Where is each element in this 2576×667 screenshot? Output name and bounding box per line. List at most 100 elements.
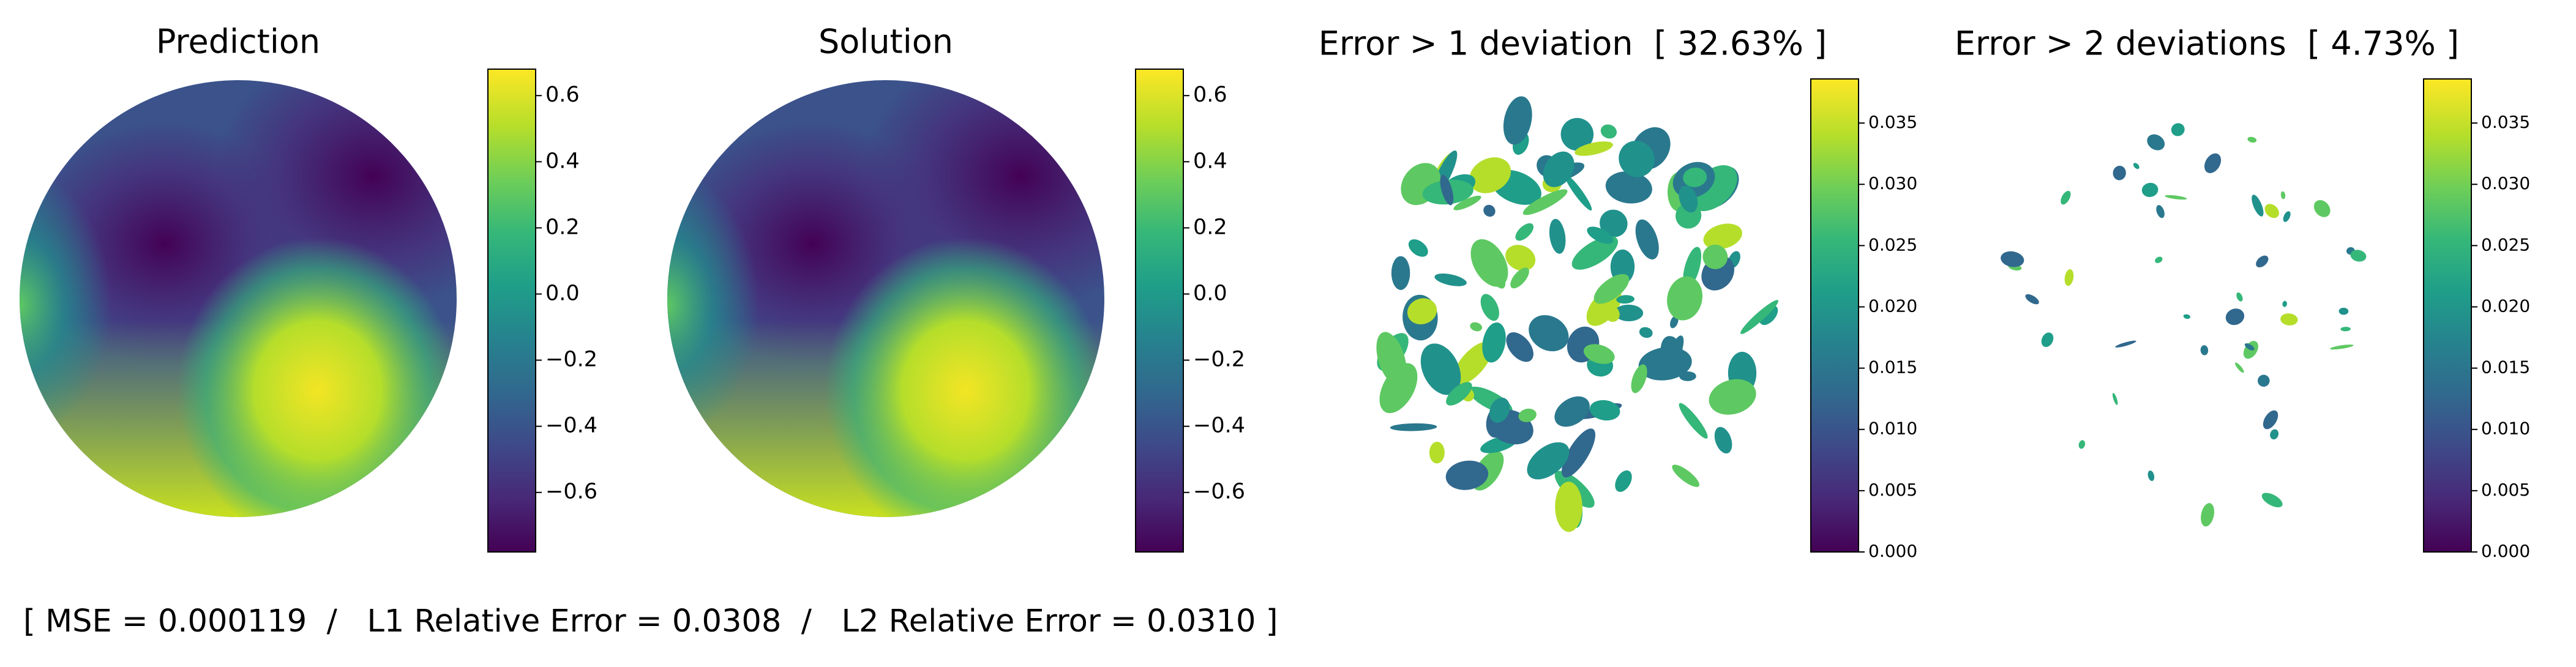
error-patch <box>1408 239 1428 257</box>
error-patch <box>1505 245 1536 271</box>
error-patch <box>1518 408 1537 422</box>
colorbar-tick-label: −0.4 <box>545 414 597 438</box>
colorbar-tick-label: 0.2 <box>545 215 580 239</box>
panel: Error > 2 deviations [ 4.73% ] 0.000 0.005… <box>1955 24 2530 561</box>
error-patch <box>1470 239 1508 287</box>
colorbar <box>1810 78 1859 553</box>
error-patch <box>1470 322 1483 332</box>
error-patch <box>1668 335 1684 366</box>
error-patch <box>1445 460 1489 490</box>
error-patch <box>1391 256 1410 290</box>
colorbar-tick-label: −0.2 <box>545 348 597 372</box>
colorbar-tick-label: 0.0 <box>1193 281 1227 305</box>
heatmap-image <box>667 80 1104 517</box>
field-high <box>825 237 1104 517</box>
error-patch <box>2280 191 2286 199</box>
error-patch <box>2330 345 2354 350</box>
error-patch <box>2112 393 2118 405</box>
error-patch <box>1453 195 1481 211</box>
error-patch <box>1604 305 1620 322</box>
error-patch <box>1631 364 1647 393</box>
colorbar-tick-label: 0.015 <box>2481 357 2530 378</box>
colorbar-tick-label: 0.020 <box>1868 296 1917 316</box>
colorbar-tick-label: 0.005 <box>1868 480 1917 500</box>
error-patch <box>2313 199 2331 217</box>
colorbar-tick-label: −0.2 <box>1193 348 1245 372</box>
error-patch <box>1560 117 1594 151</box>
colorbar-tick-label: 0.025 <box>2481 234 2530 255</box>
error-patch <box>1492 270 1506 289</box>
error-patch <box>1390 423 1437 431</box>
error-patch <box>1549 218 1566 254</box>
error-patch <box>1593 274 1630 304</box>
panel-title: Error > 1 deviation [ 32.63% ] <box>1319 24 1827 63</box>
error-patch <box>1522 189 1568 215</box>
error-patch <box>2041 332 2054 348</box>
error-patch <box>1510 267 1529 289</box>
colorbar-tick-label: 0.4 <box>545 149 580 173</box>
error-patch <box>2270 429 2279 440</box>
error-patch <box>1679 185 1698 213</box>
error-patch <box>1489 397 1510 423</box>
error-patch <box>1600 124 1617 139</box>
error-patch <box>2147 134 2165 151</box>
error-patch <box>1616 295 1635 304</box>
error-patch <box>2282 300 2287 307</box>
colorbar-tick-label: −0.4 <box>1193 414 1245 438</box>
error-patch <box>2235 362 2244 373</box>
error-patch <box>1483 204 1496 217</box>
colorbar-tick-label: 0.0 <box>545 281 580 305</box>
error-patch <box>1482 322 1506 363</box>
error-patch <box>2264 204 2279 218</box>
error-patch <box>2183 314 2190 319</box>
panel: Prediction −0.6 −0.4 −0.2 0.0 0.2 0.4 0.6 <box>20 23 597 553</box>
error-patch <box>2133 163 2140 170</box>
error-patch <box>1571 236 1619 270</box>
colorbar <box>2423 78 2472 553</box>
colorbar-tick-label: 0.6 <box>545 83 580 107</box>
error-patch <box>1702 244 1728 269</box>
error-patch <box>1740 300 1779 334</box>
error-patch <box>1554 396 1590 427</box>
error-patch <box>1574 141 1613 156</box>
error-patch <box>2165 195 2187 200</box>
field-high <box>177 237 457 517</box>
error-patch <box>1605 171 1652 204</box>
metrics-footer: [ MSE = 0.000119 / L1 Relative Error = 0… <box>23 603 1278 639</box>
colorbar-tick-label: 0.025 <box>1868 234 1917 255</box>
error-patch <box>2263 410 2278 430</box>
error-patch <box>2258 374 2270 387</box>
error-patch <box>2201 503 2215 527</box>
error-patch <box>2340 327 2351 332</box>
colorbar-tick-label: 0.035 <box>1868 112 1917 132</box>
field-left <box>667 170 759 439</box>
error-patch <box>1506 332 1533 362</box>
error-patch <box>2350 250 2367 262</box>
error-patch <box>2225 308 2245 326</box>
error-patch <box>2155 256 2163 263</box>
colorbar-tick-label: 0.010 <box>2481 419 2530 439</box>
error-patch <box>2064 269 2074 286</box>
error-patch <box>1714 427 1732 454</box>
colorbar-tick-label: −0.6 <box>545 480 597 504</box>
heatmap-image <box>20 80 457 517</box>
error-patch <box>2252 195 2264 217</box>
panel: Error > 1 deviation [ 32.63% ] 0.000 0.005… <box>1319 24 1917 561</box>
error-patch <box>1555 482 1582 532</box>
error-patch <box>1615 470 1632 492</box>
error-patch <box>1434 274 1467 286</box>
error-patch <box>1562 428 1596 478</box>
error-patch <box>1543 151 1574 187</box>
error-patch <box>2280 313 2298 326</box>
error-patch <box>1672 464 1699 487</box>
error-patch <box>1679 403 1708 439</box>
error-patch <box>2025 294 2039 305</box>
field-left <box>20 170 111 439</box>
colorbar <box>487 69 536 553</box>
colorbar-tick-label: 0.000 <box>1868 541 1917 561</box>
error-patch <box>2283 211 2291 222</box>
error-patch <box>2247 136 2257 143</box>
error-patch <box>1429 441 1445 464</box>
panel-title: Prediction <box>156 23 320 61</box>
